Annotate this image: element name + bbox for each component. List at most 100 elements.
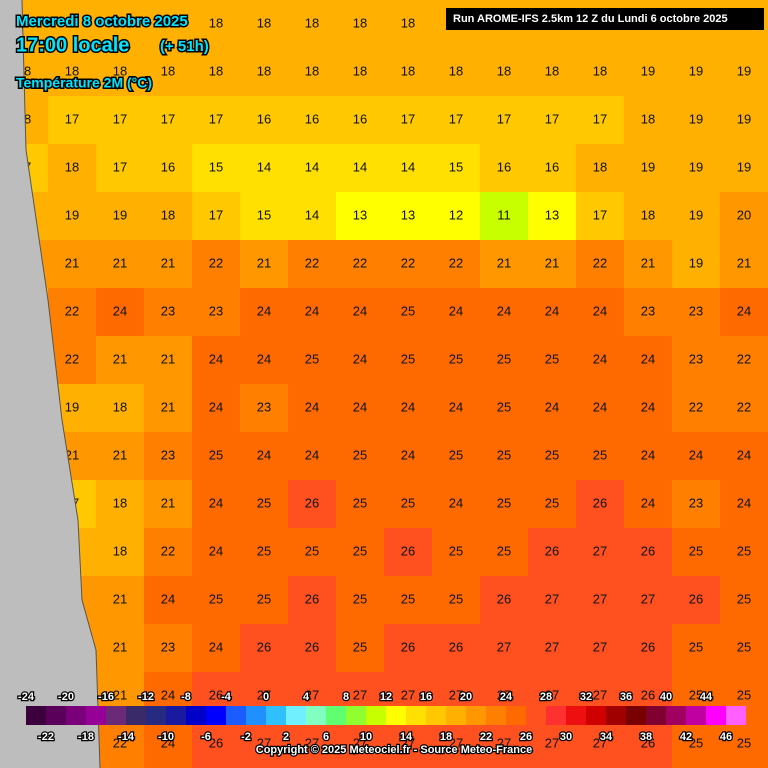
temperature-value: 22 <box>593 255 607 270</box>
temperature-cell <box>720 48 768 97</box>
temperature-cell <box>576 336 625 385</box>
temperature-value: 24 <box>305 399 319 414</box>
temperature-value: 25 <box>545 447 559 462</box>
temperature-value: 26 <box>497 591 511 606</box>
temperature-cell <box>480 240 529 289</box>
temperature-value: 18 <box>449 63 463 78</box>
temperature-value: 17 <box>401 111 415 126</box>
temperature-value: 21 <box>113 351 127 366</box>
temperature-value: 26 <box>641 639 655 654</box>
temperature-cell <box>672 96 721 145</box>
temperature-value: 14 <box>353 159 367 174</box>
temperature-cell <box>624 192 673 241</box>
temperature-cell <box>240 144 289 193</box>
temperature-cell <box>192 336 241 385</box>
temperature-cell <box>528 240 577 289</box>
outside-domain <box>0 0 100 768</box>
legend-swatch <box>606 706 626 725</box>
temperature-value: 25 <box>689 687 703 702</box>
temperature-cell <box>432 240 481 289</box>
temperature-cell <box>720 288 768 337</box>
legend-swatch <box>586 706 606 725</box>
coastline <box>21 0 101 768</box>
temperature-cell <box>624 336 673 385</box>
temperature-cell <box>192 480 241 529</box>
temperature-value: 24 <box>161 687 175 702</box>
temperature-value: 26 <box>545 543 559 558</box>
temperature-value: 25 <box>497 447 511 462</box>
legend-label: 24 <box>500 691 513 703</box>
legend-label: 8 <box>343 691 349 703</box>
temperature-value: 27 <box>497 687 511 702</box>
temperature-cell <box>528 192 577 241</box>
temperature-value: 18 <box>545 63 559 78</box>
temperature-value: 18 <box>401 63 415 78</box>
temperature-value: 23 <box>161 639 175 654</box>
temperature-value: 27 <box>401 687 415 702</box>
temperature-value: 27 <box>257 687 271 702</box>
temperature-value: 18 <box>113 495 127 510</box>
temperature-cell <box>528 96 577 145</box>
temperature-value: 24 <box>641 495 655 510</box>
temperature-cell <box>336 528 385 577</box>
temperature-cell <box>480 720 529 768</box>
temperature-cell <box>720 432 768 481</box>
temperature-value: 27 <box>449 687 463 702</box>
legend-swatch <box>486 706 506 725</box>
temperature-cell <box>576 144 625 193</box>
temperature-cell <box>288 0 337 49</box>
temperature-value: 22 <box>689 399 703 414</box>
legend-label: 40 <box>660 691 672 703</box>
temperature-value: 24 <box>593 303 607 318</box>
temperature-value: 18 <box>161 63 175 78</box>
temperature-value: 27 <box>353 735 367 750</box>
temperature-value: 19 <box>689 63 703 78</box>
temperature-value: 17 <box>545 111 559 126</box>
legend-label: 18 <box>440 731 452 743</box>
temperature-value: 24 <box>209 495 223 510</box>
temperature-cell <box>480 288 529 337</box>
temperature-value: 21 <box>161 255 175 270</box>
temperature-value: 23 <box>257 399 271 414</box>
legend-swatch <box>406 706 426 725</box>
temperature-value: 17 <box>209 111 223 126</box>
temperature-cell <box>144 432 193 481</box>
legend-label: -14 <box>118 731 135 743</box>
lead-time: (+ 51h) <box>160 38 209 55</box>
date: Mercredi 8 octobre 2025 <box>16 13 188 30</box>
temperature-cell <box>240 720 289 768</box>
temperature-value: 19 <box>689 159 703 174</box>
temperature-cell <box>144 192 193 241</box>
temperature-value: 17 <box>113 159 127 174</box>
temperature-cell <box>336 48 385 97</box>
legend-swatch <box>226 706 246 725</box>
legend-swatch <box>206 706 226 725</box>
temperature-value: 22 <box>305 255 319 270</box>
temperature-cell <box>624 384 673 433</box>
temperature-cell <box>672 720 721 768</box>
legend-swatch <box>46 706 66 725</box>
legend-swatch <box>166 706 186 725</box>
temperature-value: 25 <box>737 591 751 606</box>
temperature-value: 27 <box>593 735 607 750</box>
temperature-value: 26 <box>401 543 415 558</box>
temperature-cell <box>240 192 289 241</box>
temperature-cell <box>288 384 337 433</box>
temperature-cell <box>144 720 193 768</box>
temperature-cell <box>528 480 577 529</box>
temperature-cell <box>240 96 289 145</box>
legend-label: -4 <box>221 691 232 703</box>
temperature-cell <box>96 432 145 481</box>
temperature-cell <box>720 720 768 768</box>
temperature-value: 24 <box>737 447 751 462</box>
temperature-cell <box>576 240 625 289</box>
temperature-value: 17 <box>209 207 223 222</box>
legend-swatch <box>546 706 566 725</box>
temperature-value: 19 <box>689 111 703 126</box>
temperature-cell <box>96 576 145 625</box>
temperature-value: 26 <box>209 735 223 750</box>
temperature-value: 16 <box>305 111 319 126</box>
temperature-value: 24 <box>209 639 223 654</box>
temperature-cell <box>48 48 97 97</box>
